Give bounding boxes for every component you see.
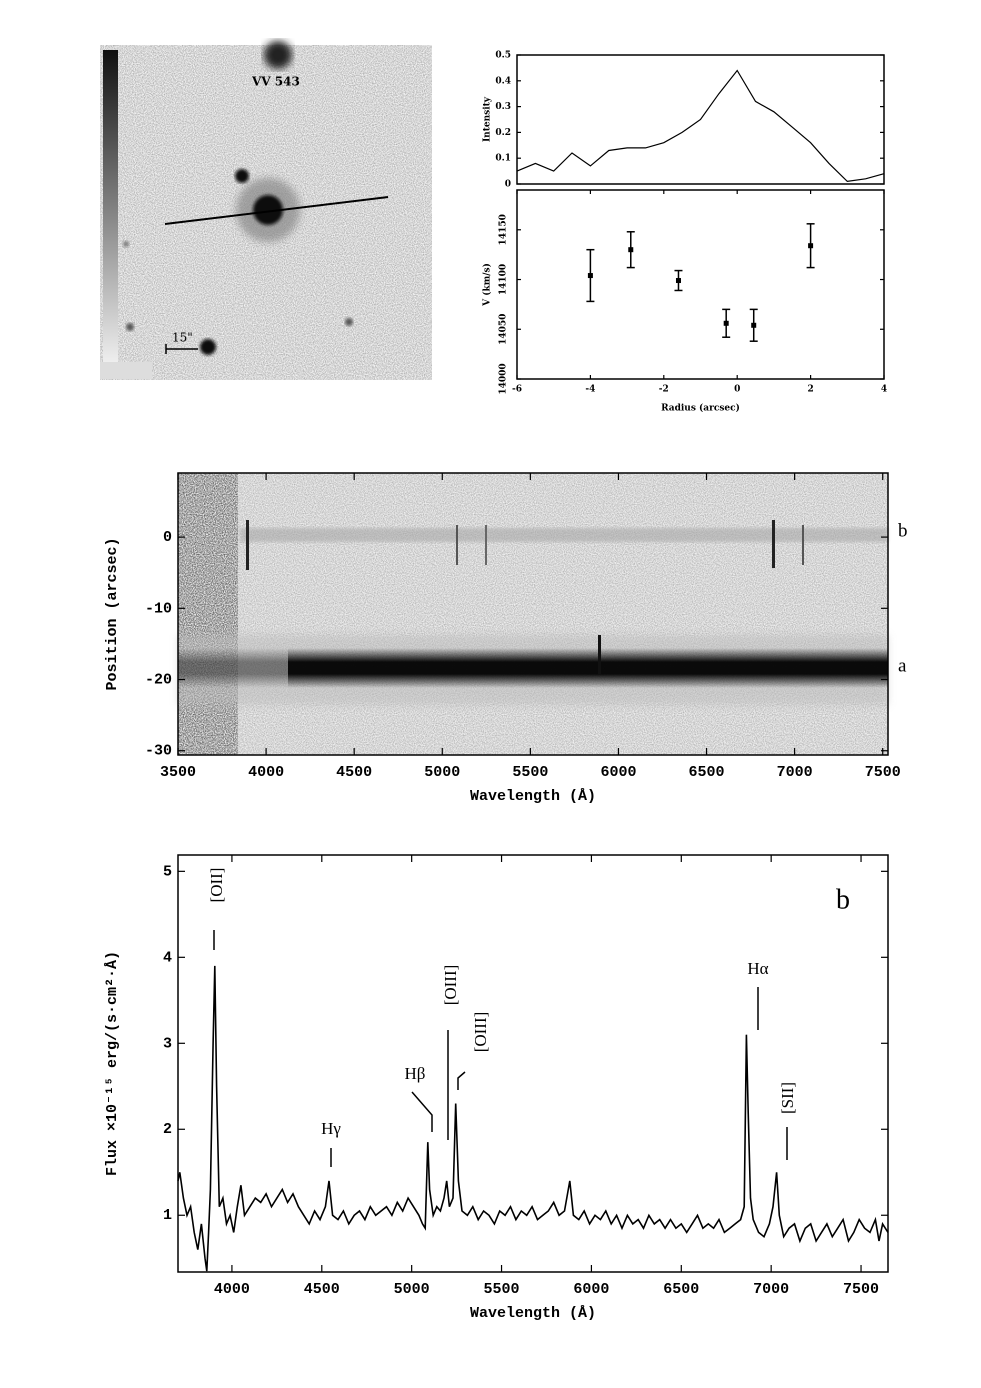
x-tick-label: -4 (585, 385, 595, 395)
y-tick-label: 2 (163, 1121, 172, 1138)
y-tick-label: 0 (163, 529, 172, 546)
point (808, 243, 814, 249)
x-tick-label: 3500 (160, 764, 196, 781)
x-axis-label: Wavelength (Å) (470, 1305, 596, 1322)
x-tick-label: 0 (734, 385, 740, 395)
spectrum-2d-image: b a (178, 473, 908, 755)
x-tick-label: 4500 (336, 764, 372, 781)
y-axis-label: Flux ×10⁻¹⁵ erg/(s·cm²·Å) (104, 951, 121, 1176)
y-tick-label: 0.1 (495, 154, 511, 164)
plot-frame (177, 854, 889, 1273)
x-tick-label: 5500 (512, 764, 548, 781)
x-tick-label: 7000 (753, 1281, 789, 1298)
x-tick-label: 4000 (214, 1281, 250, 1298)
point (675, 278, 681, 284)
point (628, 247, 634, 253)
data-line (177, 965, 889, 1272)
data-line (516, 69, 885, 183)
y-tick-label: -30 (145, 743, 172, 760)
y-tick-label: -10 (145, 600, 172, 617)
point (723, 320, 729, 326)
x-tick-label: 7500 (843, 1281, 879, 1298)
x-axis-label: Wavelength (Å) (470, 788, 596, 805)
x-tick-label: 7000 (777, 764, 813, 781)
scale-label: 15" (172, 331, 193, 345)
x-tick-label: -6 (512, 385, 522, 395)
x-tick-label: 7500 (865, 764, 901, 781)
annotation: Hγ (321, 1119, 341, 1138)
point (587, 273, 593, 279)
y-axis-label: Position (arcsec) (104, 537, 121, 690)
point (751, 322, 757, 328)
annotation: Hα (747, 959, 768, 978)
annotation: Hβ (405, 1064, 426, 1083)
annotation: [SII] (778, 1082, 797, 1114)
y-tick-label: 14150 (499, 214, 509, 245)
x-tick-label: 4 (881, 385, 887, 395)
y-tick-label: 0 (505, 180, 511, 190)
annotation: [OII] (207, 868, 226, 903)
line-annotations (213, 930, 788, 1167)
plot-frame (516, 189, 885, 380)
x-tick-label: 6000 (573, 1281, 609, 1298)
colorbar (103, 50, 118, 362)
x-tick-label: 4000 (248, 764, 284, 781)
x-tick-label: 5000 (394, 1281, 430, 1298)
y-tick-label: -20 (145, 671, 172, 688)
plot-frame (177, 472, 889, 756)
plot-frame (516, 54, 885, 185)
panel-label: b (836, 884, 850, 915)
trace-label: a (898, 655, 907, 676)
y-tick-label: 3 (163, 1035, 172, 1052)
annotation: [OIII] (441, 965, 460, 1006)
x-tick-label: 2 (807, 385, 813, 395)
y-tick-label: 4 (163, 949, 172, 966)
y-tick-label: 0.4 (495, 76, 511, 86)
y-tick-label: 1 (163, 1207, 172, 1224)
y-tick-label: 14050 (499, 314, 509, 345)
x-tick-label: 6500 (689, 764, 725, 781)
galaxy-label: VV 543 (251, 75, 300, 89)
y-axis-label: Intensity (483, 96, 493, 142)
y-tick-label: 14100 (499, 264, 509, 295)
y-tick-label: 0.3 (495, 102, 511, 112)
x-tick-label: 5500 (484, 1281, 520, 1298)
x-tick-label: 5000 (424, 764, 460, 781)
x-tick-label: 6000 (600, 764, 636, 781)
trace-label: b (898, 520, 908, 541)
y-tick-label: 0.5 (495, 51, 511, 61)
x-tick-label: 6500 (663, 1281, 699, 1298)
y-axis-label: V (km/s) (482, 263, 493, 307)
galaxy-image: VV 543 15" (100, 41, 432, 380)
y-tick-label: 14000 (499, 363, 509, 394)
y-tick-label: 0.2 (495, 128, 511, 138)
annotation: [OIII] (471, 1012, 490, 1053)
x-tick-label: 4500 (304, 1281, 340, 1298)
x-tick-label: -2 (659, 385, 669, 395)
x-axis-label: Radius (arcsec) (661, 403, 740, 414)
y-tick-label: 5 (163, 863, 172, 880)
